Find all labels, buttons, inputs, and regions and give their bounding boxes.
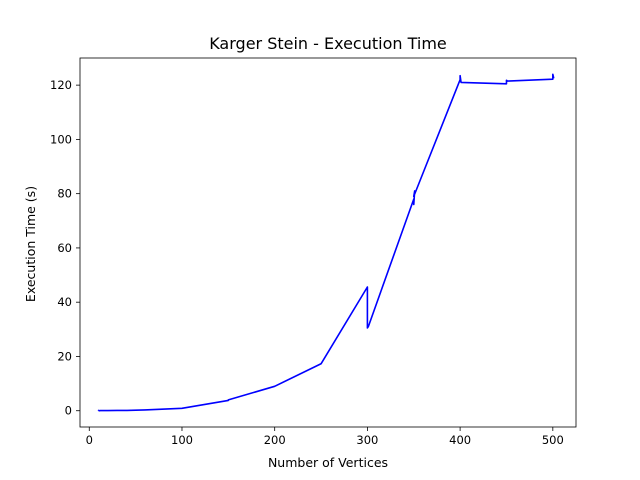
plot-area [79, 57, 577, 428]
x-axis-label: Number of Vertices [268, 455, 388, 470]
y-tick-label: 60 [57, 241, 72, 255]
y-tick-label: 80 [57, 187, 72, 201]
chart-title: Karger Stein - Execution Time [209, 34, 447, 53]
x-tick-label: 500 [542, 433, 564, 447]
x-tick-label: 0 [86, 433, 93, 447]
y-axis-label: Execution Time (s) [23, 186, 38, 302]
y-axis: 0 20 40 60 80 100 120 [50, 78, 80, 418]
y-tick-label: 100 [50, 132, 72, 146]
y-tick-label: 120 [50, 78, 72, 92]
y-tick-label: 0 [65, 404, 72, 418]
plot-frame [79, 57, 577, 428]
x-tick-label: 100 [171, 433, 193, 447]
x-axis: 0 100 200 300 400 500 [86, 427, 564, 447]
x-tick-label: 300 [356, 433, 378, 447]
x-tick-label: 200 [264, 433, 286, 447]
y-tick-label: 20 [57, 349, 72, 363]
series-line-0 [97, 73, 555, 412]
y-tick-label: 40 [57, 295, 72, 309]
x-tick-label: 400 [449, 433, 471, 447]
